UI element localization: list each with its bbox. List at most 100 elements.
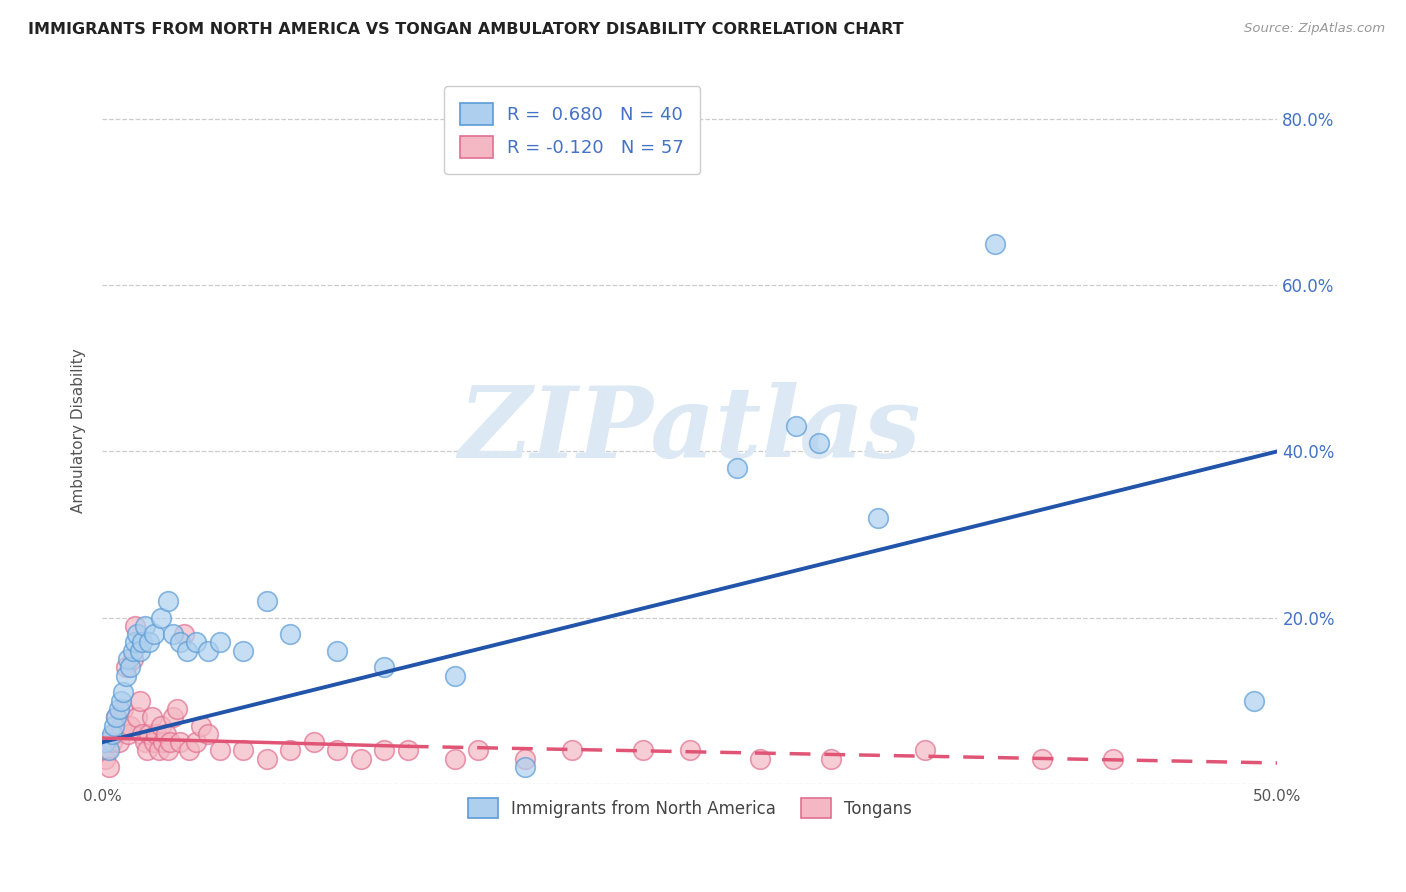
Point <box>1102 752 1125 766</box>
Point <box>162 710 184 724</box>
Point <box>373 743 395 757</box>
Point <box>232 644 254 658</box>
Point <box>808 436 831 450</box>
Point <box>112 685 135 699</box>
Point <box>186 735 208 749</box>
Point <box>725 461 748 475</box>
Point <box>749 752 772 766</box>
Point <box>984 236 1007 251</box>
Point <box>157 594 180 608</box>
Point <box>373 660 395 674</box>
Point <box>138 635 160 649</box>
Point <box>114 669 136 683</box>
Point <box>135 743 157 757</box>
Point <box>131 727 153 741</box>
Point <box>93 752 115 766</box>
Point <box>166 702 188 716</box>
Point <box>149 718 172 732</box>
Point <box>443 669 465 683</box>
Point <box>197 727 219 741</box>
Point <box>155 727 177 741</box>
Point <box>121 644 143 658</box>
Point <box>820 752 842 766</box>
Point <box>128 644 150 658</box>
Point <box>152 735 174 749</box>
Point <box>142 735 165 749</box>
Point <box>120 718 142 732</box>
Point <box>256 594 278 608</box>
Point <box>515 752 537 766</box>
Point <box>121 652 143 666</box>
Point <box>124 619 146 633</box>
Point <box>128 693 150 707</box>
Point <box>110 718 132 732</box>
Point <box>112 702 135 716</box>
Point <box>100 727 122 741</box>
Point <box>93 735 115 749</box>
Point <box>1243 693 1265 707</box>
Point <box>1031 752 1053 766</box>
Point <box>914 743 936 757</box>
Point <box>396 743 419 757</box>
Point <box>866 511 889 525</box>
Point <box>515 760 537 774</box>
Y-axis label: Ambulatory Disability: Ambulatory Disability <box>72 348 86 513</box>
Text: ZIPatlas: ZIPatlas <box>458 383 921 479</box>
Point <box>302 735 325 749</box>
Point <box>138 727 160 741</box>
Point <box>162 627 184 641</box>
Point <box>100 735 122 749</box>
Point <box>159 735 181 749</box>
Point <box>131 635 153 649</box>
Point <box>142 627 165 641</box>
Point <box>127 710 149 724</box>
Point <box>105 710 128 724</box>
Point <box>232 743 254 757</box>
Point <box>785 419 807 434</box>
Point <box>208 635 231 649</box>
Point <box>208 743 231 757</box>
Point <box>169 735 191 749</box>
Point <box>679 743 702 757</box>
Point <box>561 743 583 757</box>
Point <box>110 693 132 707</box>
Point <box>157 743 180 757</box>
Point <box>98 760 121 774</box>
Point <box>120 660 142 674</box>
Point <box>169 635 191 649</box>
Point <box>103 718 125 732</box>
Point <box>141 710 163 724</box>
Point <box>190 718 212 732</box>
Point <box>107 702 129 716</box>
Point <box>134 735 156 749</box>
Point <box>145 727 167 741</box>
Point <box>179 743 201 757</box>
Point <box>134 619 156 633</box>
Point <box>197 644 219 658</box>
Point <box>103 727 125 741</box>
Point <box>107 735 129 749</box>
Point <box>117 727 139 741</box>
Point <box>631 743 654 757</box>
Point <box>148 743 170 757</box>
Point <box>173 627 195 641</box>
Point <box>350 752 373 766</box>
Point <box>127 627 149 641</box>
Point <box>98 743 121 757</box>
Text: Source: ZipAtlas.com: Source: ZipAtlas.com <box>1244 22 1385 36</box>
Point <box>326 743 349 757</box>
Point <box>105 710 128 724</box>
Point <box>117 652 139 666</box>
Text: IMMIGRANTS FROM NORTH AMERICA VS TONGAN AMBULATORY DISABILITY CORRELATION CHART: IMMIGRANTS FROM NORTH AMERICA VS TONGAN … <box>28 22 904 37</box>
Point <box>176 644 198 658</box>
Point <box>186 635 208 649</box>
Point <box>256 752 278 766</box>
Legend: Immigrants from North America, Tongans: Immigrants from North America, Tongans <box>461 791 918 825</box>
Point <box>326 644 349 658</box>
Point <box>278 627 301 641</box>
Point <box>114 660 136 674</box>
Point <box>467 743 489 757</box>
Point <box>124 635 146 649</box>
Point <box>149 610 172 624</box>
Point <box>278 743 301 757</box>
